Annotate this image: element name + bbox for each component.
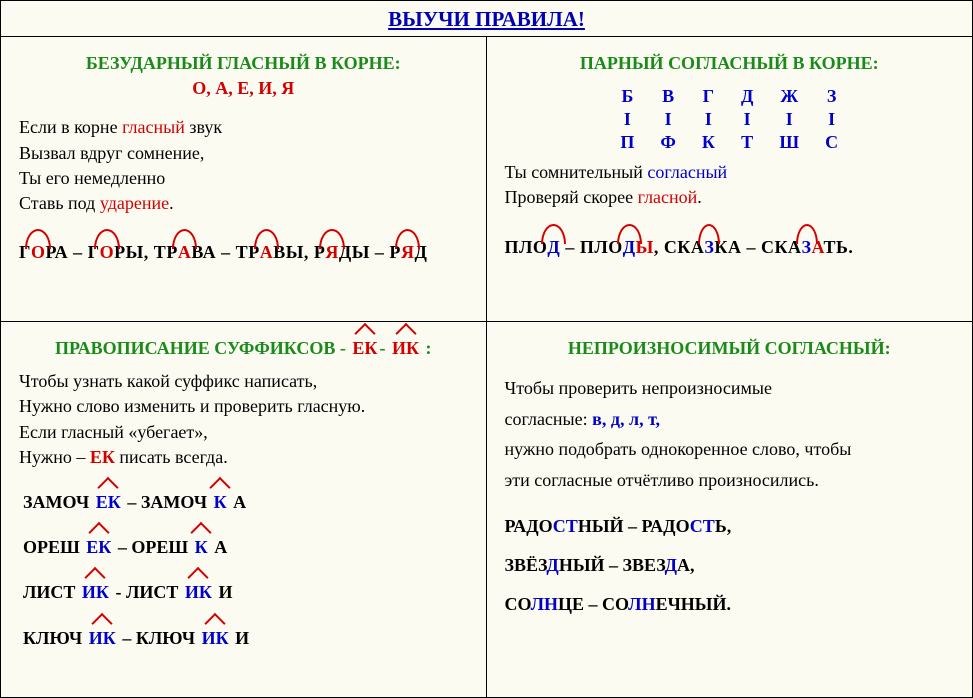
q3-t3: Если гласный «убегает», <box>19 422 208 442</box>
main-title: ВЫУЧИ ПРАВИЛА! <box>1 1 972 37</box>
q4-heading: НЕПРОИЗНОСИМЫЙ СОГЛАСНЫЙ: <box>505 336 955 361</box>
q3-hc: - <box>379 338 390 358</box>
pairs-bottom: ПФКТШС <box>608 132 850 153</box>
q1-sub: О, А, Е, И, Я <box>192 78 294 98</box>
pairs-mark: IIIIII <box>608 109 850 130</box>
q1-l1b: гласный <box>122 117 185 137</box>
q4-rows: РАДОСТНЫЙ – РАДОСТЬ,ЗВЁЗДНЫЙ – ЗВЕЗДА,СО… <box>505 514 955 618</box>
q4-p1: Чтобы проверить непроизносимые <box>505 378 772 398</box>
q3-text: Чтобы узнать какой суффикс написать, Нуж… <box>19 369 468 470</box>
pairs-top: БВГДЖЗ <box>608 86 850 107</box>
cell-suffixes: ПРАВОПИСАНИЕ СУФФИКСОВ - ЕК- ИК : Чтобы … <box>1 322 487 697</box>
q1-heading-text: БЕЗУДАРНЫЙ ГЛАСНЫЙ В КОРНЕ: <box>86 53 401 73</box>
q3-hd: ИК <box>390 336 421 361</box>
q4-p2a: согласные: <box>505 409 593 429</box>
q2-poem: Ты сомнительный согласный Проверяй скоре… <box>505 160 955 210</box>
q3-t1: Чтобы узнать какой суффикс написать, <box>19 371 317 391</box>
q2-l2a: Проверяй скорее <box>505 187 638 207</box>
q3-hb: ЕК <box>350 336 379 361</box>
q4-p2b: в, д, л, т, <box>592 409 660 429</box>
cell-paired-consonant: ПАРНЫЙ СОГЛАСНЫЙ В КОРНЕ: БВГДЖЗ IIIIII … <box>487 37 973 322</box>
q1-poem: Если в корне гласный звук Вызвал вдруг с… <box>19 115 468 216</box>
q3-t4b: ЕК <box>90 447 115 467</box>
q1-heading: БЕЗУДАРНЫЙ ГЛАСНЫЙ В КОРНЕ: О, А, Е, И, … <box>19 51 468 101</box>
q4-p3: нужно подобрать однокоренное слово, чтоб… <box>505 439 852 459</box>
q1-l3: Ты его немедленно <box>19 168 165 188</box>
q3-t4a: Нужно – <box>19 447 90 467</box>
q1-l2: Вызвал вдруг сомнение, <box>19 143 204 163</box>
q1-l1c: звук <box>185 117 222 137</box>
q3-heading: ПРАВОПИСАНИЕ СУФФИКСОВ - ЕК- ИК : <box>19 336 468 361</box>
consonant-pairs: БВГДЖЗ IIIIII ПФКТШС <box>606 84 852 154</box>
q3-he: : <box>421 338 432 358</box>
q2-heading: ПАРНЫЙ СОГЛАСНЫЙ В КОРНЕ: <box>505 51 955 76</box>
q3-rows: ЗАМОЧ ЕК – ЗАМОЧ К АОРЕШ ЕК – ОРЕШ К АЛИ… <box>19 490 468 651</box>
grid: БЕЗУДАРНЫЙ ГЛАСНЫЙ В КОРНЕ: О, А, Е, И, … <box>1 37 972 697</box>
q2-l1b: согласный <box>647 162 727 182</box>
rules-table: ВЫУЧИ ПРАВИЛА! БЕЗУДАРНЫЙ ГЛАСНЫЙ В КОРН… <box>0 0 973 698</box>
q2-examples: ПЛОД – ПЛОДЫ, СКАЗКА – СКАЗАТЬ. <box>505 235 955 260</box>
cell-unpronounced: НЕПРОИЗНОСИМЫЙ СОГЛАСНЫЙ: Чтобы проверит… <box>487 322 973 697</box>
q1-l4a: Ставь под <box>19 193 100 213</box>
q2-l2c: . <box>697 187 702 207</box>
q4-p4: эти согласные отчётливо произносились. <box>505 470 819 490</box>
q1-l4c: . <box>169 193 174 213</box>
q4-text: Чтобы проверить непроизносимые согласные… <box>505 373 955 495</box>
q1-examples: ГОРА – ГОРЫ, ТРАВА – ТРАВЫ, РЯДЫ – РЯД <box>19 240 468 265</box>
q2-l2b: гласной <box>638 187 698 207</box>
cell-unstressed-vowel: БЕЗУДАРНЫЙ ГЛАСНЫЙ В КОРНЕ: О, А, Е, И, … <box>1 37 487 322</box>
q2-l1a: Ты сомнительный <box>505 162 648 182</box>
q3-t2: Нужно слово изменить и проверить гласную… <box>19 396 365 416</box>
q1-l4b: ударение <box>100 193 169 213</box>
q3-t4c: писать всегда. <box>115 447 228 467</box>
q1-l1a: Если в корне <box>19 117 122 137</box>
q3-ha: ПРАВОПИСАНИЕ СУФФИКСОВ - <box>55 338 350 358</box>
